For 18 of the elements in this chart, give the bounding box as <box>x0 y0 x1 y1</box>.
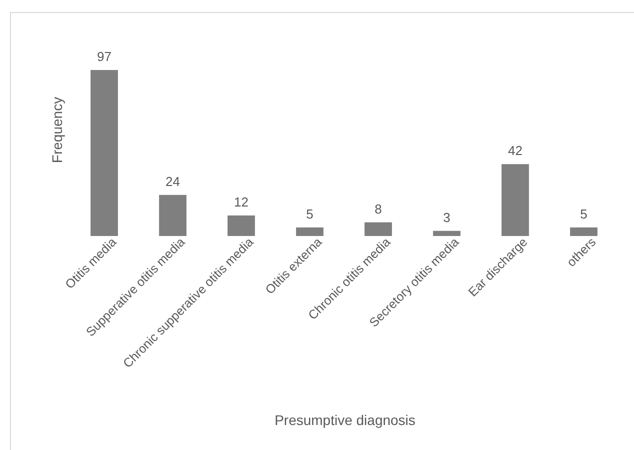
bar <box>502 164 529 236</box>
data-label: 12 <box>234 194 248 210</box>
data-label: 24 <box>166 174 180 189</box>
data-label: 8 <box>374 201 382 216</box>
data-label: 42 <box>508 143 522 158</box>
bar <box>570 227 598 236</box>
bar <box>90 70 118 236</box>
bar <box>433 230 460 236</box>
data-label: 5 <box>580 206 588 222</box>
data-label: 5 <box>306 206 314 222</box>
bar <box>159 194 186 236</box>
bar <box>364 222 392 236</box>
data-label: 3 <box>443 210 450 225</box>
y-axis-title: Frequency <box>49 96 65 164</box>
data-label: 97 <box>97 49 112 64</box>
bar <box>228 215 255 236</box>
bar <box>296 227 324 236</box>
x-axis-title: Presumptive diagnosis <box>274 412 416 428</box>
